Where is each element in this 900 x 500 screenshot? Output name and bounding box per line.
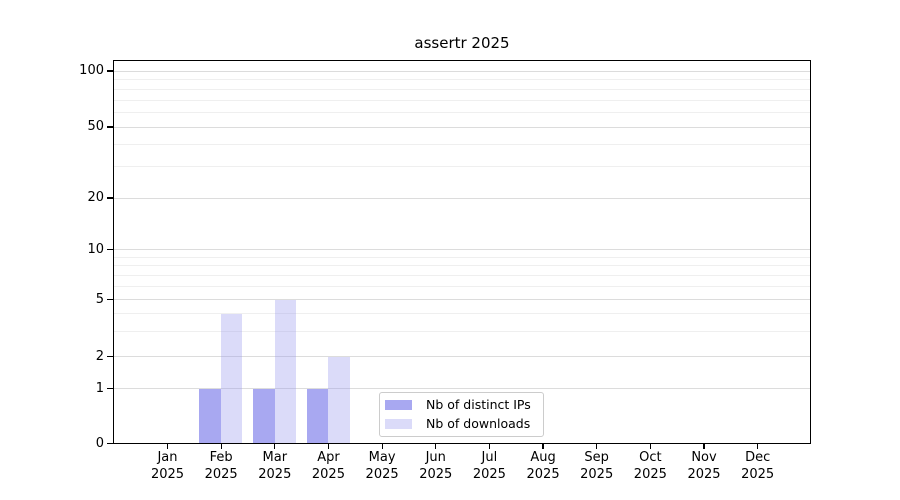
plot-area [113,60,811,444]
major-gridline [114,249,810,251]
x-tick-mark [488,444,490,449]
x-tick-label: Aug 2025 [526,450,560,482]
y-tick-label: 50 [87,119,104,134]
bar-downloads [220,313,243,443]
x-tick-label: Sep 2025 [580,450,614,482]
y-tick-mark [107,442,113,445]
legend-entry-distinct-ips: Nb of distinct IPs [385,398,543,412]
x-tick-label: Feb 2025 [204,450,238,482]
x-tick-mark [703,444,705,449]
minor-gridline [114,286,810,288]
y-tick-mark [107,387,113,390]
x-tick-label: Oct 2025 [633,450,667,482]
minor-gridline [114,265,810,267]
legend: Nb of distinct IPs Nb of downloads [379,392,544,437]
bar-distinct-ips [306,388,329,443]
x-tick-label: May 2025 [365,450,399,482]
minor-gridline [114,313,810,315]
y-tick-label: 100 [79,63,104,78]
bar-downloads [274,299,297,443]
minor-gridline [114,256,810,258]
y-tick-mark [107,70,113,72]
minor-gridline [114,112,810,114]
legend-entry-downloads: Nb of downloads [385,417,543,431]
x-tick-label: Jul 2025 [472,450,506,482]
major-gridline [114,197,810,199]
x-tick-mark [757,444,759,449]
x-tick-mark [166,444,169,449]
minor-gridline [114,99,810,101]
x-tick-mark [435,444,437,449]
major-gridline [114,70,810,72]
minor-gridline [114,331,810,333]
y-tick-mark [107,298,113,301]
legend-swatch-distinct-ips [385,400,412,410]
x-tick-mark [220,444,222,449]
y-tick-label: 2 [95,348,104,364]
major-gridline [114,388,810,390]
bar-distinct-ips [253,388,275,443]
major-gridline [114,126,810,128]
x-tick-mark [596,444,598,449]
legend-label-distinct-ips: Nb of distinct IPs [426,397,531,412]
y-tick-mark [107,355,113,358]
minor-gridline [114,166,810,168]
x-tick-label: Dec 2025 [741,450,775,482]
chart-title: assertr 2025 [414,34,510,52]
x-tick-mark [542,444,544,449]
major-gridline [114,356,810,358]
y-tick-mark [107,197,113,199]
y-tick-label: 0 [95,435,104,451]
x-tick-mark [649,444,651,449]
x-tick-label: Jun 2025 [419,450,453,482]
minor-gridline [114,275,810,277]
y-tick-label: 1 [95,380,104,396]
bar-distinct-ips [199,388,221,443]
x-tick-mark [274,444,276,449]
y-tick-label: 5 [95,291,104,307]
x-tick-mark [327,444,330,449]
minor-gridline [114,88,810,90]
legend-swatch-downloads [385,419,412,429]
y-tick-mark [107,126,113,128]
minor-gridline [114,144,810,146]
y-tick-label: 10 [87,241,104,257]
y-tick-label: 20 [87,190,104,205]
bar-downloads [328,356,350,443]
minor-gridline [114,79,810,81]
major-gridline [114,299,810,301]
x-tick-label: Nov 2025 [687,450,721,482]
x-tick-label: Apr 2025 [311,450,345,482]
x-tick-label: Mar 2025 [258,450,292,482]
y-tick-mark [107,248,113,251]
x-tick-label: Jan 2025 [150,450,185,482]
legend-label-downloads: Nb of downloads [426,416,531,431]
x-tick-mark [381,444,383,449]
